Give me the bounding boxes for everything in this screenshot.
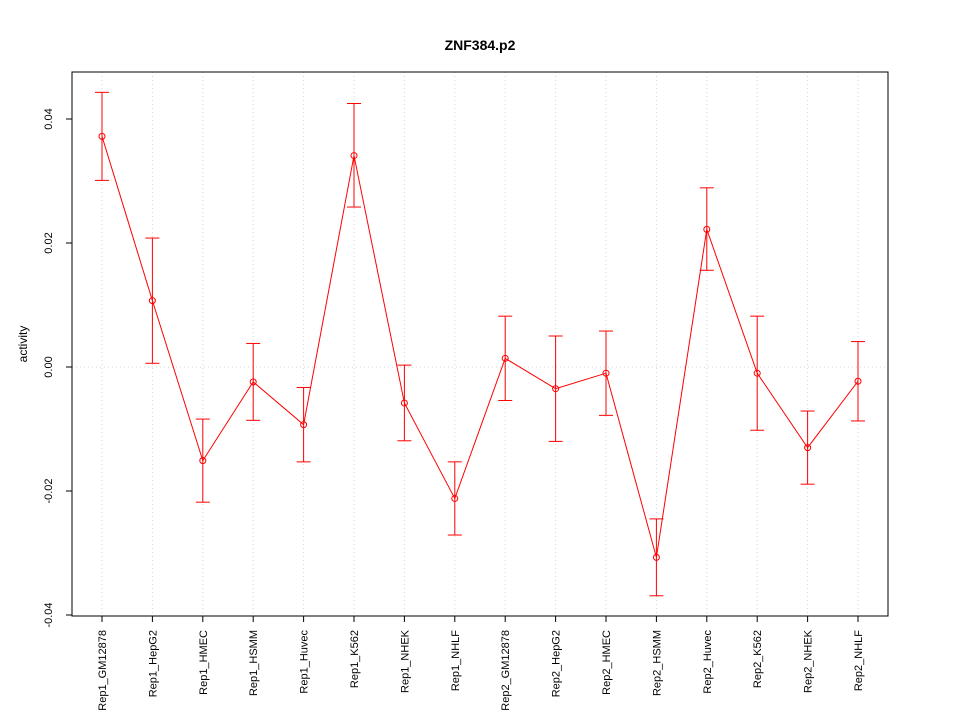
data-point (854, 377, 862, 385)
x-tick-label: Rep1_Huvec (299, 630, 311, 694)
x-tick-label: Rep1_K562 (349, 630, 361, 688)
x-tick-label: Rep2_Huvec (702, 630, 714, 694)
data-point (199, 457, 207, 465)
x-tick-label: Rep1_HSMM (248, 630, 260, 696)
data-point (703, 225, 711, 233)
x-axis: Rep1_GM12878 Rep1_HepG2 Rep1_HMEC Rep1_HSMM… (97, 616, 865, 711)
data-point (753, 369, 761, 377)
data-point (804, 444, 812, 452)
x-tick-label: Rep2_GM12878 (500, 630, 512, 711)
y-tick-label: 0.00 (43, 356, 55, 377)
y-axis-label: activity (16, 326, 30, 363)
data-point (652, 553, 660, 561)
y-axis: -0.04 -0.02 0.00 0.02 0.04 (43, 108, 72, 628)
data-point (300, 421, 308, 429)
chart-title: ZNF384.p2 (445, 37, 516, 53)
x-tick-label: Rep1_NHEK (399, 629, 411, 693)
x-tick-label: Rep1_GM12878 (97, 630, 109, 711)
x-tick-label: Rep1_NHLF (450, 630, 462, 691)
data-point (451, 494, 459, 502)
plot-frame (71, 71, 889, 617)
data-point (501, 354, 509, 362)
grid (72, 72, 888, 616)
data-point (552, 385, 560, 393)
x-tick-label: Rep2_K562 (752, 630, 764, 688)
series-line (101, 136, 859, 558)
data-point (249, 378, 257, 386)
data-point (400, 399, 408, 407)
x-tick-label: Rep1_HMEC (198, 630, 210, 695)
x-tick-label: Rep2_NHLF (853, 630, 865, 691)
data-point (98, 132, 106, 140)
data-point (148, 297, 156, 305)
x-tick-label: Rep2_HMEC (601, 630, 613, 695)
x-tick-label: Rep2_HSMM (651, 630, 663, 696)
y-tick-label: 0.02 (43, 232, 55, 253)
y-tick-label: -0.04 (43, 602, 55, 627)
series (95, 91, 865, 597)
y-tick-label: 0.04 (43, 108, 55, 129)
x-tick-label: Rep2_NHEK (803, 629, 815, 693)
data-point (350, 152, 358, 160)
x-tick-label: Rep2_HepG2 (551, 630, 563, 697)
data-point (602, 369, 610, 377)
y-tick-label: -0.02 (43, 478, 55, 503)
x-tick-label: Rep1_HepG2 (147, 630, 159, 697)
